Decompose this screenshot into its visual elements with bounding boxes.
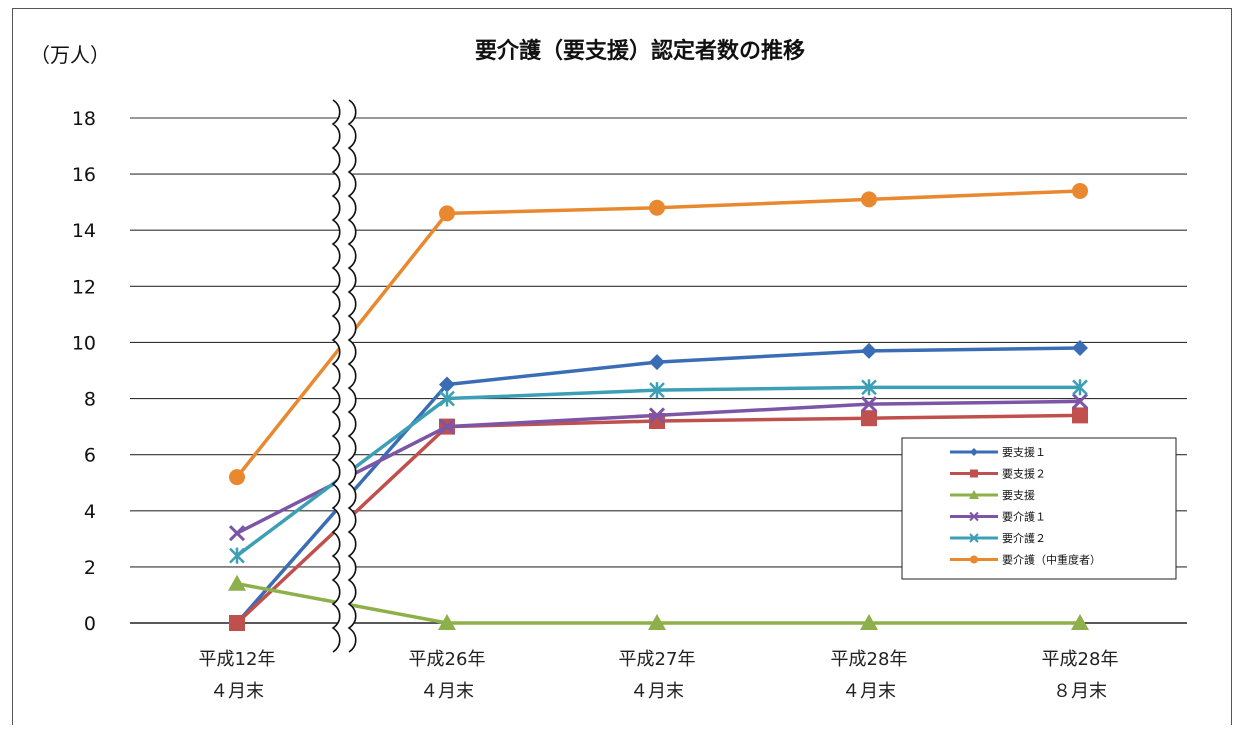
- series-line: [235, 189, 1081, 479]
- legend-label: 要支援: [1002, 488, 1035, 502]
- series-point-stroke: [228, 525, 246, 542]
- series-point-stroke: [438, 418, 456, 435]
- series-point-stroke: [1071, 393, 1089, 410]
- series-point: [1072, 340, 1088, 357]
- series-point: [1071, 393, 1089, 410]
- legend-entry: 要介護２: [950, 531, 1046, 545]
- legend-entry: 要支援２: [950, 467, 1046, 481]
- series-point: [229, 469, 245, 486]
- series-point: [861, 342, 877, 359]
- series-point: [861, 191, 877, 208]
- series-point: [860, 396, 878, 413]
- legend-label: 要介護１: [1002, 510, 1046, 524]
- axis-break-band: [333, 100, 356, 652]
- series-3: [228, 393, 1089, 542]
- series-point: [648, 614, 666, 630]
- x-tick-label-month: ８月末: [1053, 681, 1107, 702]
- legend-swatch-marker: [969, 511, 979, 522]
- x-tick-label-year: 平成27年: [619, 649, 696, 670]
- series-point: [438, 418, 456, 435]
- series-point: [861, 379, 877, 396]
- legend-label: 要介護２: [1002, 531, 1046, 545]
- legend-swatch-marker: [970, 448, 978, 456]
- series-point: [1072, 379, 1088, 396]
- y-tick-label: 16: [72, 164, 96, 186]
- legend-label: 要支援１: [1002, 445, 1046, 459]
- y-tick-label: 18: [72, 108, 96, 130]
- series-point: [648, 407, 666, 424]
- series-point: [229, 547, 245, 564]
- x-axis-ticks: 平成12年 ４月末 平成26年 ４月末 平成27年 ４月末 平成28年 ４月末 平成28年 ８月末: [199, 649, 1119, 702]
- x-tick-label-month: ４月末: [842, 681, 896, 702]
- y-tick-label: 10: [72, 332, 96, 354]
- legend-entry: 要介護１: [950, 510, 1046, 524]
- chart-frame: [12, 8, 1232, 725]
- series-point: [649, 382, 665, 399]
- y-axis-ticks: 0 2 4 6 8 10 12 14 16 18: [72, 108, 96, 635]
- series-point-stroke: [648, 407, 666, 424]
- x-tick-label-year: 平成12年: [199, 649, 276, 670]
- axis-break: [331, 99, 357, 653]
- legend-entry: 要支援１: [950, 445, 1046, 459]
- x-tick-label-month: ４月末: [630, 681, 684, 702]
- series-point: [438, 614, 456, 630]
- series-lines: [228, 182, 1089, 631]
- series-point: [1071, 614, 1089, 630]
- series-point: [649, 354, 665, 371]
- x-tick-label-year: 平成28年: [1042, 649, 1119, 670]
- y-tick-label: 12: [72, 276, 96, 298]
- series-point: [861, 410, 877, 427]
- series-point: [229, 615, 245, 631]
- y-tick-label: 4: [84, 501, 96, 523]
- y-tick-label: 6: [84, 445, 96, 467]
- series-2: [228, 574, 1089, 630]
- series-point: [1072, 182, 1088, 199]
- y-tick-label: 0: [84, 613, 96, 635]
- series-point: [649, 199, 665, 216]
- series-point-stroke: [860, 396, 878, 413]
- y-unit-label: （万人）: [30, 43, 110, 67]
- axis-break-left-edge: [331, 99, 341, 653]
- series-point: [860, 614, 878, 630]
- series-4: [229, 379, 1088, 564]
- gridlines: [130, 117, 1187, 624]
- legend-entry: 要介護（中重度者）: [950, 553, 1101, 567]
- legend-swatch-marker: [969, 490, 979, 499]
- legend-label: 要介護（中重度者）: [1002, 553, 1101, 567]
- y-tick-label: 8: [84, 389, 96, 411]
- legend-swatch-marker: [970, 555, 978, 564]
- legend-swatch-marker: [969, 533, 979, 543]
- legend-swatch-marker: [970, 469, 978, 478]
- series-point: [228, 574, 246, 591]
- x-tick-label-year: 平成26年: [409, 649, 486, 670]
- series-point: [1072, 407, 1088, 424]
- series-point: [439, 376, 455, 393]
- x-tick-label-month: ４月末: [210, 681, 264, 702]
- series-point: [439, 205, 455, 222]
- x-tick-label-year: 平成28年: [831, 649, 908, 670]
- axis-break-right-edge: [347, 99, 357, 653]
- chart-title: 要介護（要支援）認定者数の推移: [475, 38, 805, 64]
- legend-entry: 要支援: [950, 488, 1035, 502]
- series-point: [439, 390, 455, 407]
- y-tick-label: 14: [72, 220, 96, 242]
- x-tick-label-month: ４月末: [420, 681, 474, 702]
- y-tick-label: 2: [84, 557, 96, 579]
- series-5: [229, 182, 1088, 486]
- legend-box: [901, 437, 1177, 580]
- series-point: [228, 525, 246, 542]
- legend-label: 要支援２: [1002, 467, 1046, 481]
